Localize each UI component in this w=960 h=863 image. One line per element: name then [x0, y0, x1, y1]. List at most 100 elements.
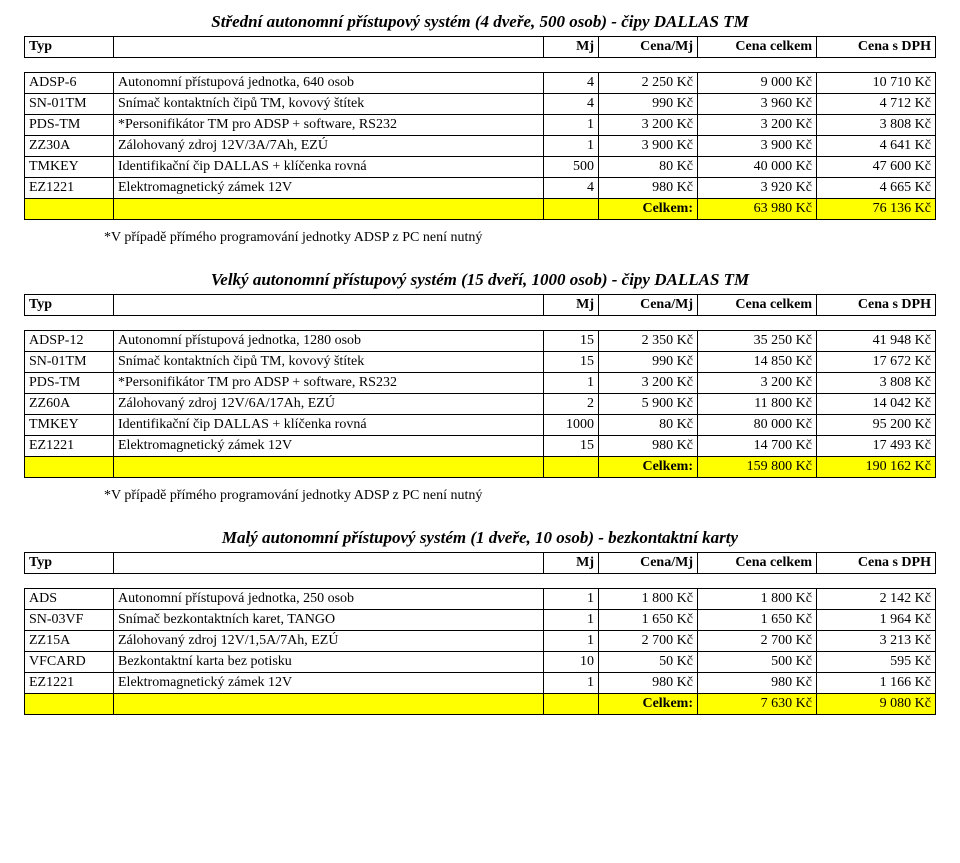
cell-cenamj: 2 350 Kč — [599, 331, 698, 352]
cell-dph: 4 712 Kč — [817, 94, 936, 115]
sum-label: Celkem: — [599, 694, 698, 715]
cell-typ: TMKEY — [25, 157, 114, 178]
cell-dph: 1 964 Kč — [817, 610, 936, 631]
cell-dph: 95 200 Kč — [817, 415, 936, 436]
cell-desc: Autonomní přístupová jednotka, 250 osob — [114, 589, 544, 610]
sum-blank — [114, 199, 544, 220]
header-blank — [114, 295, 544, 316]
cell-typ: EZ1221 — [25, 436, 114, 457]
header-cenamj: Cena/Mj — [599, 37, 698, 58]
cell-cenamj: 2 700 Kč — [599, 631, 698, 652]
header-row: TypMjCena/MjCena celkemCena s DPH — [25, 37, 936, 58]
cell-mj: 4 — [544, 94, 599, 115]
header-cenamj: Cena/Mj — [599, 553, 698, 574]
cell-cenamj: 1 650 Kč — [599, 610, 698, 631]
footnote: *V případě přímého programování jednotky… — [24, 230, 936, 246]
cell-typ: ADS — [25, 589, 114, 610]
table-row: ZZ30AZálohovaný zdroj 12V/3A/7Ah, EZÚ13 … — [25, 136, 936, 157]
cell-mj: 15 — [544, 331, 599, 352]
cell-celkem: 980 Kč — [698, 673, 817, 694]
section-title: Malý autonomní přístupový systém (1 dveř… — [24, 528, 936, 548]
table-row: ADSP-6Autonomní přístupová jednotka, 640… — [25, 73, 936, 94]
cell-cenamj: 1 800 Kč — [599, 589, 698, 610]
cell-desc: Snímač kontaktních čipů TM, kovový štíte… — [114, 352, 544, 373]
cell-celkem: 35 250 Kč — [698, 331, 817, 352]
header-celkem: Cena celkem — [698, 37, 817, 58]
sum-blank — [544, 457, 599, 478]
sum-celkem: 7 630 Kč — [698, 694, 817, 715]
cell-cenamj: 5 900 Kč — [599, 394, 698, 415]
spacer — [24, 316, 936, 330]
cell-typ: VFCARD — [25, 652, 114, 673]
cell-mj: 1 — [544, 631, 599, 652]
cell-cenamj: 3 200 Kč — [599, 115, 698, 136]
sum-blank — [114, 457, 544, 478]
cell-dph: 595 Kč — [817, 652, 936, 673]
cell-typ: TMKEY — [25, 415, 114, 436]
cell-mj: 1 — [544, 136, 599, 157]
cell-desc: Zálohovaný zdroj 12V/6A/17Ah, EZÚ — [114, 394, 544, 415]
sum-blank — [25, 199, 114, 220]
sum-dph: 76 136 Kč — [817, 199, 936, 220]
cell-celkem: 3 200 Kč — [698, 115, 817, 136]
sum-row: Celkem:63 980 Kč76 136 Kč — [25, 199, 936, 220]
sum-row: Celkem:7 630 Kč9 080 Kč — [25, 694, 936, 715]
table-row: TMKEYIdentifikační čip DALLAS + klíčenka… — [25, 157, 936, 178]
cell-desc: Identifikační čip DALLAS + klíčenka rovn… — [114, 157, 544, 178]
cell-dph: 47 600 Kč — [817, 157, 936, 178]
cell-dph: 2 142 Kč — [817, 589, 936, 610]
header-dph: Cena s DPH — [817, 37, 936, 58]
table-row: SN-03VFSnímač bezkontaktních karet, TANG… — [25, 610, 936, 631]
cell-mj: 1 — [544, 610, 599, 631]
table-row: EZ1221Elektromagnetický zámek 12V15980 K… — [25, 436, 936, 457]
cell-desc: Snímač kontaktních čipů TM, kovový štíte… — [114, 94, 544, 115]
header-row: TypMjCena/MjCena celkemCena s DPH — [25, 553, 936, 574]
cell-celkem: 14 850 Kč — [698, 352, 817, 373]
cell-mj: 1 — [544, 115, 599, 136]
cell-dph: 4 641 Kč — [817, 136, 936, 157]
spacer — [24, 58, 936, 72]
sum-celkem: 63 980 Kč — [698, 199, 817, 220]
cell-mj: 1 — [544, 589, 599, 610]
cell-cenamj: 50 Kč — [599, 652, 698, 673]
cell-dph: 17 493 Kč — [817, 436, 936, 457]
sum-dph: 190 162 Kč — [817, 457, 936, 478]
sum-dph: 9 080 Kč — [817, 694, 936, 715]
cell-cenamj: 2 250 Kč — [599, 73, 698, 94]
cell-desc: Identifikační čip DALLAS + klíčenka rovn… — [114, 415, 544, 436]
table-row: TMKEYIdentifikační čip DALLAS + klíčenka… — [25, 415, 936, 436]
cell-cenamj: 990 Kč — [599, 352, 698, 373]
table-row: ADSAutonomní přístupová jednotka, 250 os… — [25, 589, 936, 610]
cell-dph: 14 042 Kč — [817, 394, 936, 415]
table-row: ZZ15AZálohovaný zdroj 12V/1,5A/7Ah, EZÚ1… — [25, 631, 936, 652]
cell-typ: ADSP-12 — [25, 331, 114, 352]
cell-desc: Elektromagnetický zámek 12V — [114, 178, 544, 199]
cell-mj: 2 — [544, 394, 599, 415]
cell-typ: ZZ15A — [25, 631, 114, 652]
cell-celkem: 3 200 Kč — [698, 373, 817, 394]
cell-typ: ZZ60A — [25, 394, 114, 415]
cell-typ: EZ1221 — [25, 673, 114, 694]
sum-blank — [544, 199, 599, 220]
sum-celkem: 159 800 Kč — [698, 457, 817, 478]
cell-mj: 1000 — [544, 415, 599, 436]
spacer — [24, 574, 936, 588]
header-blank — [114, 37, 544, 58]
cell-desc: Zálohovaný zdroj 12V/3A/7Ah, EZÚ — [114, 136, 544, 157]
cell-mj: 500 — [544, 157, 599, 178]
cell-cenamj: 80 Kč — [599, 415, 698, 436]
cell-celkem: 14 700 Kč — [698, 436, 817, 457]
cell-mj: 10 — [544, 652, 599, 673]
cell-mj: 1 — [544, 673, 599, 694]
table-row: ZZ60AZálohovaný zdroj 12V/6A/17Ah, EZÚ25… — [25, 394, 936, 415]
sum-blank — [544, 694, 599, 715]
header-typ: Typ — [25, 295, 114, 316]
cell-desc: Autonomní přístupová jednotka, 640 osob — [114, 73, 544, 94]
cell-desc: Elektromagnetický zámek 12V — [114, 436, 544, 457]
table-row: SN-01TMSnímač kontaktních čipů TM, kovov… — [25, 94, 936, 115]
cell-cenamj: 990 Kč — [599, 94, 698, 115]
cell-mj: 15 — [544, 352, 599, 373]
cell-desc: *Personifikátor TM pro ADSP + software, … — [114, 115, 544, 136]
cell-typ: EZ1221 — [25, 178, 114, 199]
cell-desc: *Personifikátor TM pro ADSP + software, … — [114, 373, 544, 394]
